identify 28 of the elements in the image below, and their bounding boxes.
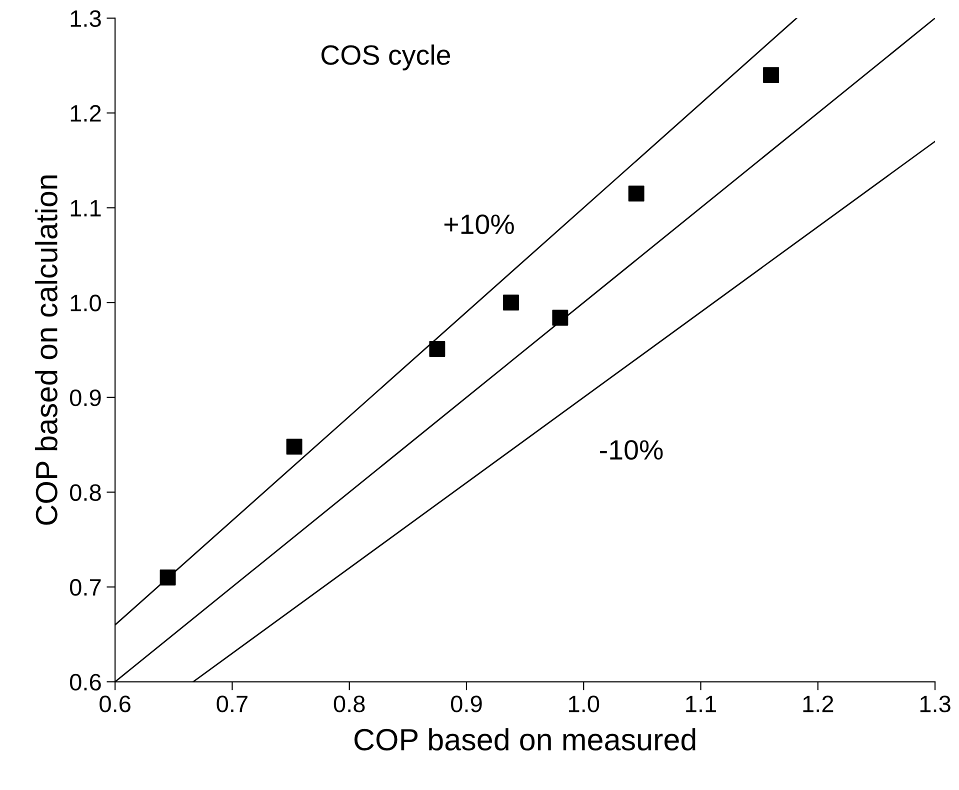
y-axis-title: COP based on calculation xyxy=(35,176,58,525)
x-tick-label: 1.3 xyxy=(920,696,950,712)
y-tick-label: 1.0 xyxy=(70,294,101,312)
y-tick-label: 0.7 xyxy=(70,579,101,596)
x-tick-label: 0.7 xyxy=(216,696,248,712)
y-tick-label: 0.8 xyxy=(70,484,101,501)
x-tick-label: 1.1 xyxy=(686,696,716,712)
y-tick-label: 1.1 xyxy=(70,200,101,216)
annotation: -10% xyxy=(600,440,663,460)
point xyxy=(160,570,176,586)
y-tick-label: 1.2 xyxy=(70,105,101,122)
point xyxy=(429,341,446,357)
point xyxy=(503,294,519,311)
y-tick-label: 0.6 xyxy=(70,674,101,691)
annotation: +10% xyxy=(444,214,514,234)
x-tick-label: 0.8 xyxy=(334,696,365,712)
y-tick-label: 1.3 xyxy=(70,10,101,27)
point xyxy=(763,67,780,84)
y-tick-label: 0.9 xyxy=(70,389,101,406)
point xyxy=(286,438,302,455)
x-tick-label: 0.9 xyxy=(451,696,482,712)
point xyxy=(552,310,568,326)
point xyxy=(628,186,644,202)
x-tick-label: 1.0 xyxy=(569,696,600,712)
x-axis-title: COP based on measured xyxy=(354,728,696,751)
x-tick-label: 0.6 xyxy=(100,696,130,712)
annotation: COS cycle xyxy=(321,44,450,70)
x-tick-label: 1.2 xyxy=(803,696,834,712)
